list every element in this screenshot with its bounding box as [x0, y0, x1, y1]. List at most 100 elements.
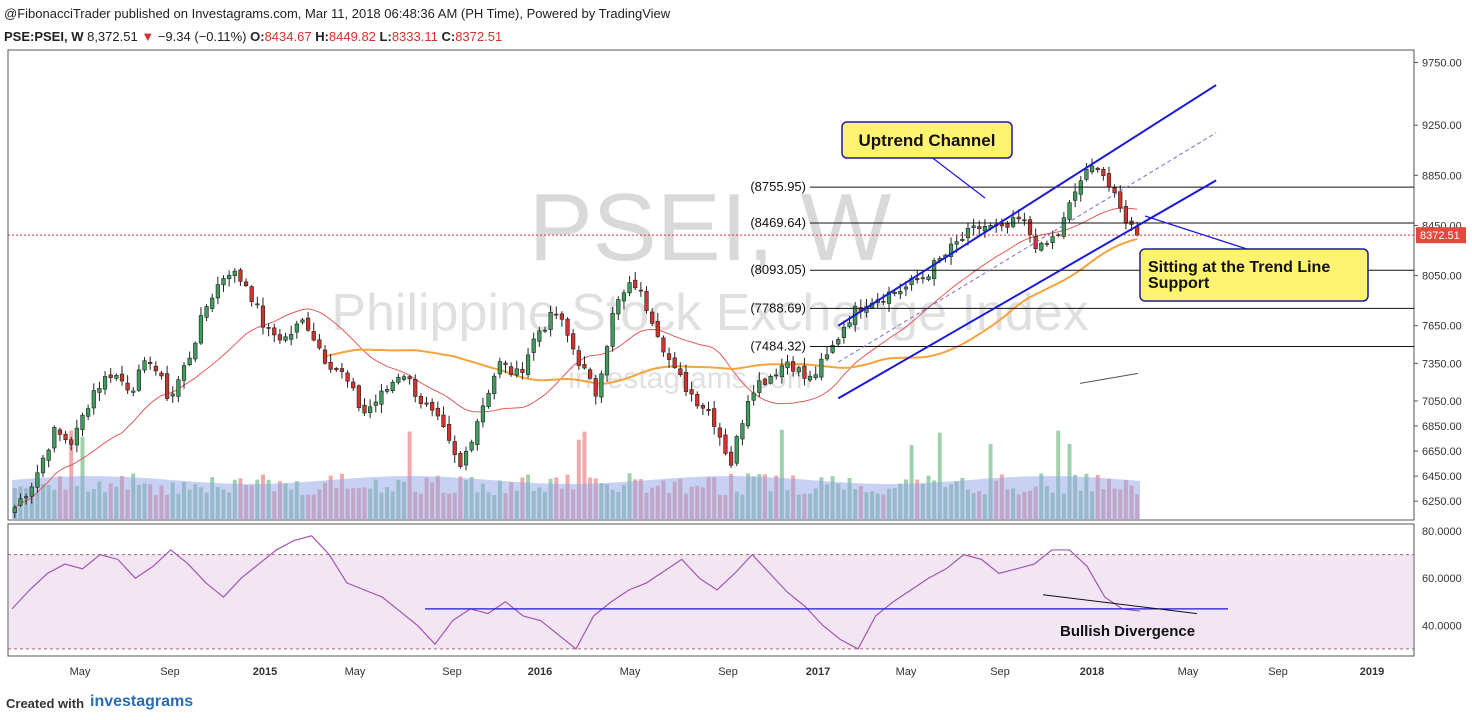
candle-body	[915, 278, 920, 281]
ma-short-line	[14, 207, 1138, 508]
support-callout-box	[1139, 248, 1369, 302]
candle-body	[644, 290, 649, 311]
candle-body	[63, 433, 68, 441]
channel-lower-line	[837, 179, 1217, 400]
candle-body	[401, 376, 407, 380]
candle-body	[362, 404, 367, 414]
candle-body	[520, 368, 525, 373]
candle-body	[1084, 168, 1089, 180]
footer: Created with investagrams	[0, 690, 1472, 720]
last-price-tag-label: 8372.51	[1420, 230, 1460, 242]
candle-body	[509, 366, 514, 375]
candle-body	[266, 327, 271, 329]
fib-level-label: (7788.69)	[750, 300, 806, 315]
y-tick-label: 7650.00	[1422, 321, 1462, 333]
candle-body	[91, 390, 96, 409]
investagrams-logo[interactable]: investagrams	[90, 693, 194, 710]
y-tick-label: 9250.00	[1422, 120, 1462, 132]
x-tick-label: Sep	[442, 666, 462, 678]
candle-body	[638, 289, 643, 292]
x-tick-label: 2016	[528, 666, 552, 678]
candle-body	[463, 450, 469, 466]
candle-body	[587, 369, 593, 379]
candle-body	[356, 385, 361, 408]
volume-bar	[937, 432, 942, 520]
candle-body	[796, 367, 801, 373]
candle-body	[52, 427, 57, 449]
candle-body	[351, 381, 356, 389]
y-tick-label: 6250.00	[1422, 496, 1462, 508]
candle-body	[334, 368, 339, 371]
candle-body	[57, 429, 63, 435]
candle-body	[102, 376, 108, 390]
candle-body	[277, 334, 283, 341]
x-tick-label: 2017	[806, 666, 830, 678]
candle-body	[486, 392, 491, 407]
x-tick-label: Sep	[718, 666, 738, 678]
bullish-divergence-label: Bullish Divergence	[1060, 623, 1195, 640]
attribution-header: @FibonacciTrader published on Investagra…	[4, 6, 671, 21]
candle-body	[576, 350, 581, 366]
candle-body	[1039, 242, 1044, 251]
rsi-tick-label: 80.0000	[1422, 526, 1462, 538]
candle-body	[1073, 191, 1078, 201]
high-label: H:	[315, 29, 329, 44]
candle-body	[446, 424, 452, 441]
support-callout-line2: Support	[1148, 275, 1210, 292]
candle-body	[802, 365, 807, 379]
candle-body	[1027, 219, 1033, 235]
candle-body	[666, 353, 672, 360]
close-value: 8372.51	[455, 29, 503, 44]
volume-bar	[582, 431, 587, 520]
candle-body	[661, 337, 666, 353]
candle-body	[565, 318, 570, 336]
candle-body	[836, 339, 841, 345]
candle-body	[1061, 217, 1066, 237]
rsi-divergence-line	[1042, 594, 1198, 615]
volume-bar	[69, 430, 74, 520]
candle-body	[965, 228, 971, 239]
candle-body	[249, 286, 254, 302]
candle-body	[525, 354, 531, 375]
candle-body	[932, 260, 937, 280]
x-tick-label: Sep	[990, 666, 1010, 678]
candle-body	[232, 270, 237, 276]
volume-average-area	[12, 476, 1140, 520]
x-tick-label: 2015	[253, 666, 277, 678]
symbol-label[interactable]: PSE:PSEI, W	[4, 29, 84, 44]
rsi-tick-label: 60.0000	[1422, 573, 1462, 585]
candle-body	[971, 225, 976, 228]
volume-bar	[1056, 430, 1061, 520]
candle-body	[322, 349, 328, 364]
low-label: L:	[379, 29, 392, 44]
candle-body	[807, 376, 813, 381]
candle-body	[40, 457, 46, 474]
candle-body	[881, 300, 886, 303]
candle-body	[604, 346, 610, 376]
volume-bar	[779, 429, 784, 520]
down-arrow-icon: ▼	[141, 29, 155, 44]
candle-body	[757, 380, 762, 393]
candle-body	[136, 369, 142, 391]
last-price: 8,372.51	[87, 29, 138, 44]
candle-body	[948, 243, 954, 257]
candle-body	[593, 378, 598, 397]
y-tick-label: 8850.00	[1422, 170, 1462, 182]
candle-body	[435, 407, 440, 417]
candle-body	[1112, 187, 1117, 193]
candle-body	[1033, 235, 1038, 249]
candle-body	[260, 305, 266, 328]
uptrend-callout-text: Uptrend Channel	[859, 131, 996, 150]
support-callout-pointer	[1144, 215, 1251, 251]
candle-body	[700, 405, 705, 409]
candle-body	[153, 365, 158, 372]
fib-level-label: (8469.64)	[750, 215, 806, 230]
candle-body	[683, 372, 689, 392]
candle-body	[1106, 173, 1112, 188]
candle-body	[480, 405, 486, 423]
x-tick-label: 2019	[1360, 666, 1384, 678]
candle-body	[424, 402, 429, 405]
candle-body	[46, 449, 51, 461]
candle-body	[413, 379, 418, 397]
